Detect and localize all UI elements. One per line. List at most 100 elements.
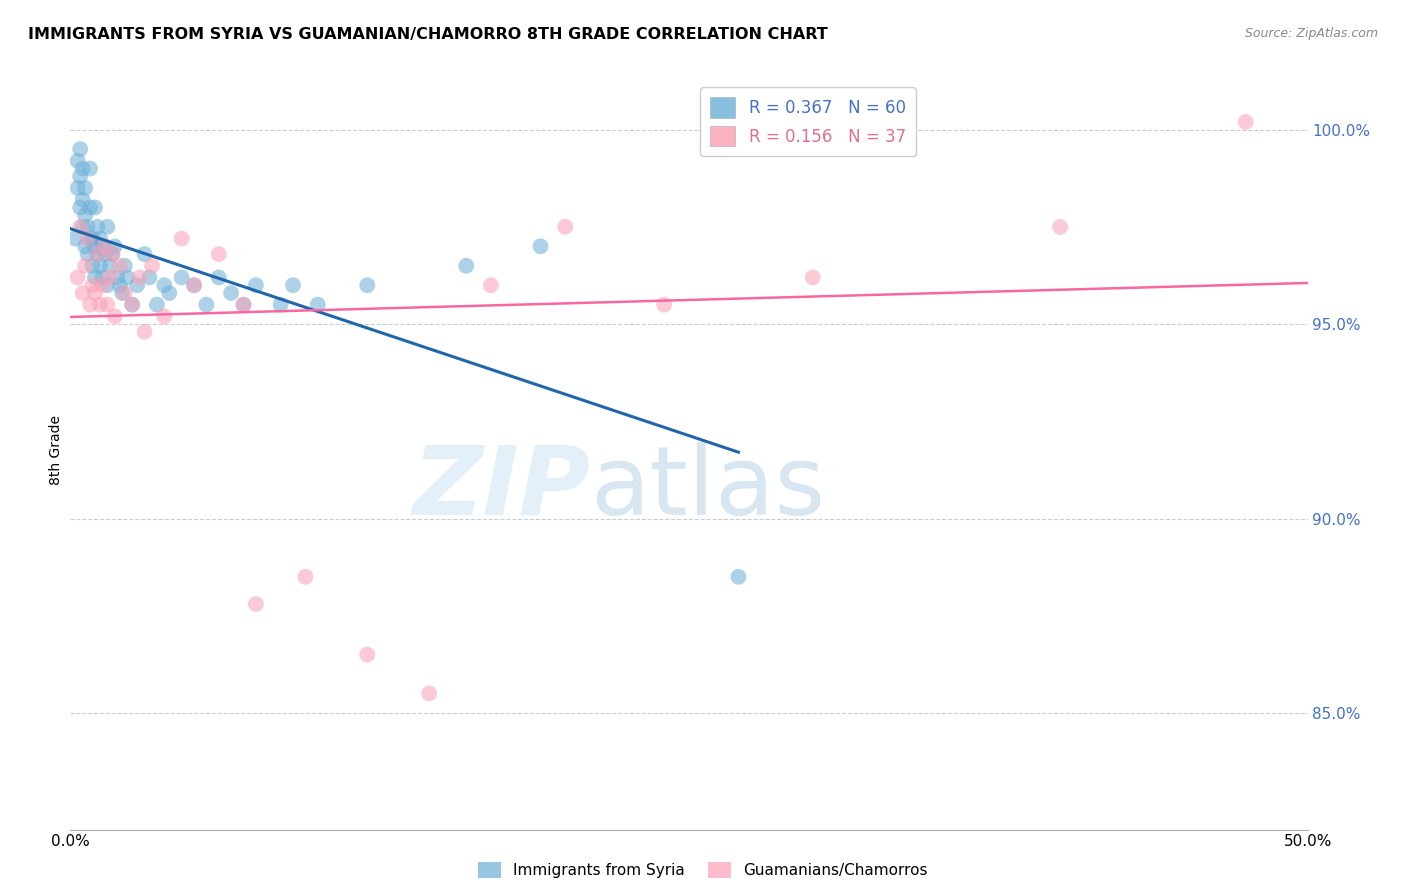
Point — [89, 298, 111, 312]
Point — [138, 270, 160, 285]
Point — [75, 239, 97, 253]
Y-axis label: 8th Grade: 8th Grade — [49, 416, 63, 485]
Point — [245, 278, 267, 293]
Point — [79, 298, 101, 312]
Point — [76, 247, 98, 261]
Point — [69, 201, 91, 215]
Point — [84, 239, 107, 253]
Point — [307, 298, 329, 312]
Point — [114, 259, 136, 273]
Point — [86, 247, 108, 261]
Point — [91, 270, 114, 285]
Point — [801, 270, 824, 285]
Point — [84, 270, 107, 285]
Point — [153, 310, 176, 324]
Point — [96, 278, 118, 293]
Point — [76, 231, 98, 245]
Point — [69, 219, 91, 234]
Point — [84, 201, 107, 215]
Point — [104, 310, 127, 324]
Text: atlas: atlas — [591, 442, 825, 535]
Point — [183, 278, 205, 293]
Point — [456, 259, 478, 273]
Point — [281, 278, 304, 293]
Point — [134, 325, 156, 339]
Point — [108, 278, 131, 293]
Point — [105, 270, 128, 285]
Point — [66, 270, 89, 285]
Point — [72, 219, 94, 234]
Point — [86, 247, 108, 261]
Point — [232, 298, 254, 312]
Point — [84, 285, 107, 300]
Point — [195, 298, 218, 312]
Point — [79, 231, 101, 245]
Point — [69, 169, 91, 184]
Point — [82, 278, 104, 293]
Point — [91, 239, 114, 253]
Point — [75, 259, 97, 273]
Point — [76, 219, 98, 234]
Point — [69, 142, 91, 156]
Point — [89, 259, 111, 273]
Point — [96, 298, 118, 312]
Point — [108, 259, 131, 273]
Point — [727, 570, 749, 584]
Point — [115, 270, 138, 285]
Point — [79, 161, 101, 176]
Point — [121, 298, 143, 312]
Point — [91, 278, 114, 293]
Point — [529, 239, 551, 253]
Legend: R = 0.367   N = 60, R = 0.156   N = 37: R = 0.367 N = 60, R = 0.156 N = 37 — [700, 87, 915, 156]
Point — [94, 239, 117, 253]
Point — [652, 298, 675, 312]
Point — [219, 285, 242, 300]
Point — [82, 231, 104, 245]
Point — [86, 219, 108, 234]
Point — [356, 648, 378, 662]
Point — [1049, 219, 1071, 234]
Point — [82, 259, 104, 273]
Point — [232, 298, 254, 312]
Point — [89, 231, 111, 245]
Point — [157, 285, 180, 300]
Point — [418, 686, 440, 700]
Point — [141, 259, 163, 273]
Point — [75, 181, 97, 195]
Point — [75, 208, 97, 222]
Point — [94, 247, 117, 261]
Text: ZIP: ZIP — [412, 442, 591, 535]
Point — [134, 247, 156, 261]
Point — [96, 219, 118, 234]
Point — [72, 193, 94, 207]
Point — [72, 161, 94, 176]
Point — [127, 278, 149, 293]
Legend: Immigrants from Syria, Guamanians/Chamorros: Immigrants from Syria, Guamanians/Chamor… — [472, 856, 934, 884]
Point — [146, 298, 169, 312]
Point — [66, 181, 89, 195]
Point — [65, 231, 87, 245]
Point — [98, 270, 121, 285]
Point — [98, 259, 121, 273]
Point — [101, 247, 124, 261]
Point — [153, 278, 176, 293]
Point — [121, 298, 143, 312]
Point — [170, 270, 193, 285]
Point — [479, 278, 502, 293]
Point — [111, 285, 134, 300]
Point — [170, 231, 193, 245]
Point — [245, 597, 267, 611]
Point — [356, 278, 378, 293]
Point — [270, 298, 292, 312]
Text: IMMIGRANTS FROM SYRIA VS GUAMANIAN/CHAMORRO 8TH GRADE CORRELATION CHART: IMMIGRANTS FROM SYRIA VS GUAMANIAN/CHAMO… — [28, 27, 828, 42]
Point — [79, 201, 101, 215]
Point — [114, 285, 136, 300]
Point — [208, 247, 231, 261]
Point — [72, 285, 94, 300]
Point — [101, 247, 124, 261]
Point — [1234, 115, 1257, 129]
Point — [208, 270, 231, 285]
Point — [104, 239, 127, 253]
Point — [294, 570, 316, 584]
Point — [554, 219, 576, 234]
